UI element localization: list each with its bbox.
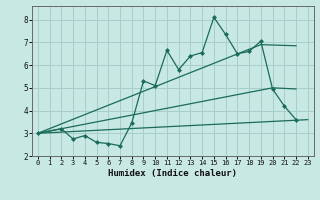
X-axis label: Humidex (Indice chaleur): Humidex (Indice chaleur) — [108, 169, 237, 178]
